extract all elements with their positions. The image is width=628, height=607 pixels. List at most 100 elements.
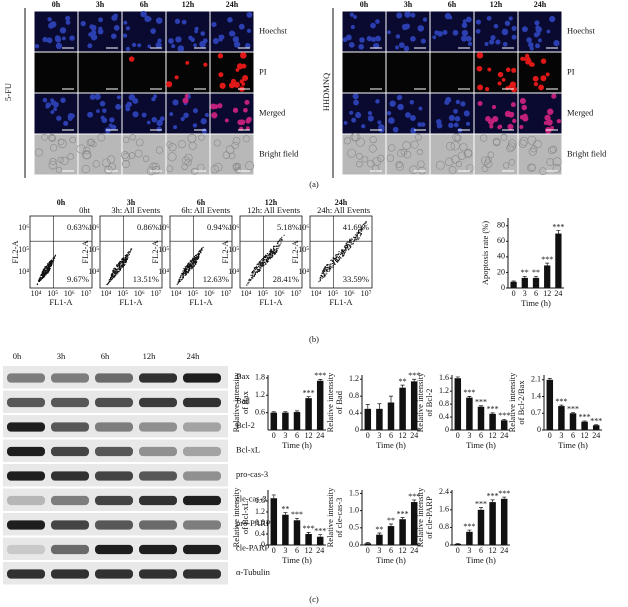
- micrograph: [474, 134, 518, 175]
- event-dot: [259, 262, 262, 265]
- event-dot: [111, 273, 113, 275]
- event-dot: [360, 232, 363, 235]
- event-dot: [349, 240, 351, 242]
- cell-outline: [487, 151, 495, 159]
- nucleus: [233, 41, 241, 48]
- x-tick-label: 10⁶: [64, 289, 75, 298]
- cell-outline: [135, 138, 144, 147]
- event-dot: [120, 263, 122, 265]
- nucleus: [395, 45, 399, 50]
- x-tick-label: 10⁷: [221, 289, 232, 298]
- event-dot: [346, 245, 349, 247]
- event-dot: [266, 255, 268, 258]
- cell-outline: [168, 143, 177, 152]
- bar: [466, 397, 473, 430]
- nucleus: [125, 26, 130, 31]
- event-dot: [120, 267, 123, 269]
- merged-cell: [546, 119, 553, 126]
- merged-cell: [405, 112, 411, 118]
- event-dot: [335, 258, 337, 261]
- bar: [410, 381, 418, 430]
- micrograph: [386, 11, 430, 52]
- event-dot: [184, 266, 186, 268]
- row-label: PI: [259, 66, 267, 76]
- row-label: Hoechst: [259, 25, 287, 35]
- y-axis-label: of Bad: [334, 390, 344, 414]
- event-dot: [197, 258, 199, 260]
- y-tick-label: 1.6: [439, 373, 449, 382]
- y-tick-label: 10⁴: [298, 267, 309, 276]
- x-tick-label: 0: [272, 546, 276, 555]
- blot-band: [183, 397, 221, 408]
- event-dot: [190, 267, 192, 269]
- event-dot: [361, 228, 363, 230]
- nucleus: [410, 12, 416, 18]
- nucleus: [417, 25, 425, 32]
- nucleus: [190, 37, 195, 43]
- nucleus: [432, 35, 437, 40]
- blot-band: [95, 446, 133, 457]
- y-tick-label: 40: [497, 252, 505, 261]
- y-tick-label: 0: [261, 540, 265, 549]
- y-tick-label: 10⁶: [88, 223, 99, 232]
- x-tick-label: 6: [295, 431, 299, 440]
- y-axis-label: of cle-cas-3: [334, 498, 344, 538]
- cell-outline: [546, 158, 554, 166]
- event-dot: [341, 251, 344, 253]
- nucleus: [219, 34, 225, 40]
- event-dot: [54, 254, 57, 256]
- significance: ***: [567, 404, 579, 413]
- event-dot: [346, 241, 349, 243]
- blot-band: [183, 495, 221, 506]
- row-label: Hoechst: [567, 25, 595, 35]
- merged-cell: [224, 118, 229, 123]
- y-axis-label: FL2-A: [10, 240, 20, 264]
- cell-outline: [502, 162, 510, 169]
- event-dot: [280, 239, 282, 242]
- event-dot: [190, 260, 192, 263]
- event-dot: [273, 245, 275, 247]
- nucleus: [475, 19, 481, 25]
- event-dot: [256, 266, 259, 269]
- time-label: 3h: [404, 0, 413, 9]
- event-dot: [260, 260, 262, 262]
- bar: [305, 398, 312, 430]
- column-title: 24h: [335, 198, 348, 207]
- micrograph: [386, 52, 430, 93]
- significance: **: [387, 516, 395, 525]
- caption: (c): [309, 594, 319, 604]
- significance: **: [399, 377, 407, 386]
- bar: [454, 543, 462, 545]
- bar: [376, 408, 383, 430]
- y-tick-label: 1.2: [255, 390, 265, 399]
- event-dot: [117, 265, 119, 267]
- event-dot: [254, 273, 257, 276]
- lower-right-pct: 28.41%: [273, 274, 299, 284]
- protein-label: cle-cas-3: [236, 494, 267, 504]
- cell-outline: [454, 134, 462, 142]
- event-dot: [253, 269, 255, 271]
- blot-band: [51, 373, 89, 383]
- nucleus: [462, 19, 467, 24]
- protein-label: cle-PARP: [236, 543, 269, 553]
- event-dot: [185, 270, 187, 272]
- lower-right-pct: 13.51%: [133, 274, 159, 284]
- event-dot: [50, 261, 52, 263]
- event-dot: [258, 265, 260, 267]
- error-bar: [271, 494, 276, 499]
- cell-outline: [410, 140, 419, 149]
- event-dot: [120, 265, 122, 267]
- event-dot: [254, 266, 256, 269]
- cell-outline: [547, 146, 556, 155]
- event-dot: [259, 261, 261, 263]
- event-dot: [122, 263, 124, 265]
- merged-cell: [367, 111, 373, 116]
- merged-cell: [141, 112, 147, 118]
- cell-outline: [463, 149, 473, 159]
- event-dot: [181, 278, 183, 280]
- x-tick-label: 12: [489, 546, 497, 555]
- event-dot: [253, 274, 255, 277]
- error-bar: [479, 405, 483, 407]
- cell-outline: [448, 166, 457, 174]
- event-dot: [198, 250, 200, 252]
